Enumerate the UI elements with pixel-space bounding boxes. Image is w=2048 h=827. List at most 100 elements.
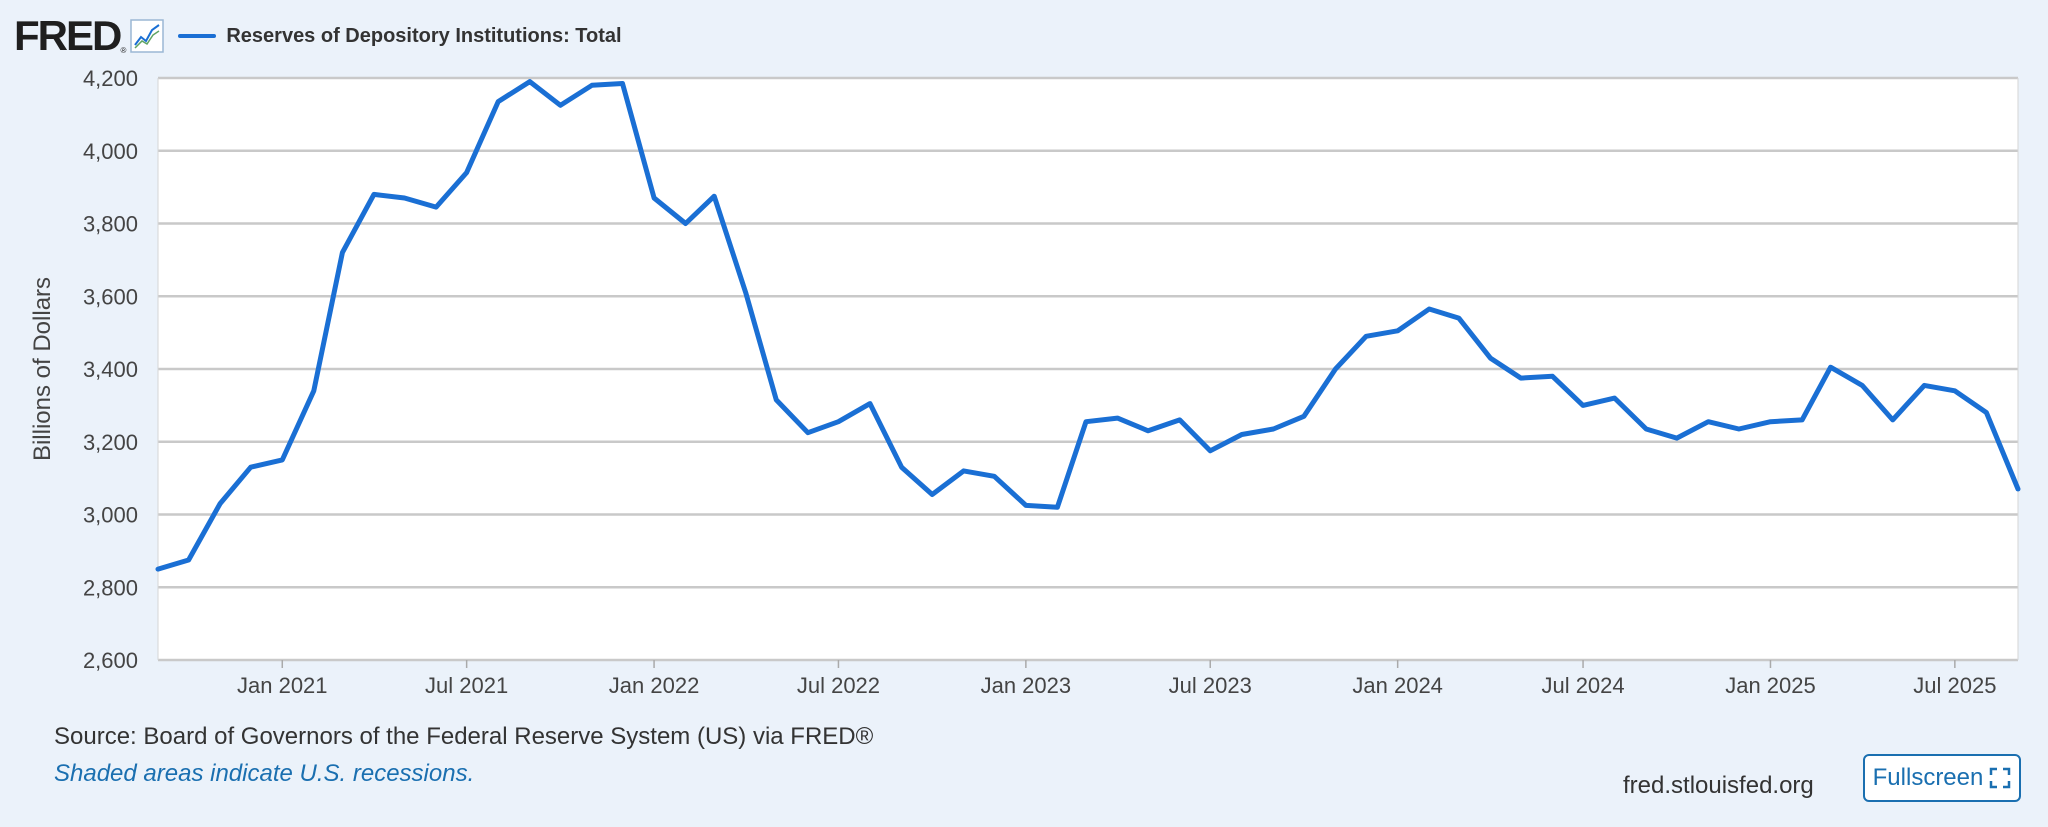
data-point[interactable] [1609,392,1621,404]
data-point[interactable] [1702,416,1714,428]
data-point[interactable] [896,461,908,473]
data-point[interactable] [554,99,566,111]
data-point[interactable] [399,192,411,204]
chart-header: FRED ® Reserves of Depository Institution… [14,14,622,58]
data-point[interactable] [1423,303,1435,315]
data-point[interactable] [183,554,195,566]
x-tick-label: Jul 2022 [797,673,880,698]
site-link[interactable]: fred.stlouisfed.org [1623,772,1814,799]
data-point[interactable] [802,427,814,439]
y-tick-label: 3,200 [83,430,138,455]
x-tick-label: Jul 2025 [1913,673,1996,698]
y-tick-label: 3,800 [83,212,138,237]
data-point[interactable] [1142,425,1154,437]
line-chart-icon[interactable] [130,19,165,53]
x-tick-label: Jan 2023 [981,673,1072,698]
data-point[interactable] [1764,416,1776,428]
data-point[interactable] [864,398,876,410]
fullscreen-label: Fullscreen [1872,764,1984,791]
data-point[interactable] [1298,410,1310,422]
data-point[interactable] [461,167,473,179]
data-point[interactable] [2012,483,2024,495]
fred-logo-reg: ® [120,46,127,55]
series-line[interactable] [155,79,2021,572]
data-point[interactable] [1112,412,1124,424]
data-point[interactable] [648,192,660,204]
recession-note[interactable]: Shaded areas indicate U.S. recessions. [54,760,475,787]
data-point[interactable] [1825,361,1837,373]
data-point[interactable] [1577,399,1589,411]
data-point[interactable] [152,563,164,575]
data-point[interactable] [1267,423,1279,435]
grid-lines [157,76,2019,662]
x-tick-label: Jan 2022 [609,673,700,698]
data-point[interactable] [430,201,442,213]
data-point[interactable] [1796,414,1808,426]
data-point[interactable] [336,247,348,259]
data-point[interactable] [1453,312,1465,324]
data-point[interactable] [1051,501,1063,513]
y-tick-label: 3,400 [83,357,138,382]
data-point[interactable] [1887,414,1899,426]
expand-icon [1990,767,2011,789]
data-point[interactable] [1949,385,1961,397]
data-point[interactable] [1330,363,1342,375]
data-point[interactable] [958,465,970,477]
data-point[interactable] [586,79,598,91]
data-point[interactable] [988,470,1000,482]
y-tick-label: 2,600 [83,648,138,673]
legend-label: Reserves of Depository Institutions: Tot… [226,24,622,47]
data-point[interactable] [616,77,628,89]
x-tick-label: Jul 2023 [1169,673,1252,698]
x-tick-label: Jan 2021 [237,673,328,698]
y-axis-label: Billions of Dollars [29,277,56,461]
source-note: Source: Board of Governors of the Federa… [54,723,874,750]
data-point[interactable] [832,416,844,428]
data-point[interactable] [708,190,720,202]
x-tick-label: Jan 2025 [1725,673,1816,698]
legend-swatch [178,34,217,38]
data-point[interactable] [214,498,226,510]
data-point[interactable] [1546,370,1558,382]
data-point[interactable] [1640,423,1652,435]
fred-logo-text: FRED [14,12,122,59]
y-tick-label: 3,600 [83,284,138,309]
data-point[interactable] [740,287,752,299]
data-point[interactable] [770,394,782,406]
data-point[interactable] [368,188,380,200]
data-point[interactable] [1733,423,1745,435]
data-point[interactable] [1856,379,1868,391]
data-point[interactable] [1392,325,1404,337]
x-axis-ticks: Jan 2021 Jul 2021 Jan 2022 Jul 2022 Jan 2023… [237,660,1996,698]
data-point[interactable] [1020,499,1032,511]
y-tick-label: 2,800 [83,575,138,600]
y-tick-label: 3,000 [83,503,138,528]
data-point[interactable] [276,454,288,466]
data-point[interactable] [1174,414,1186,426]
data-point[interactable] [524,76,536,88]
data-point[interactable] [492,96,504,108]
fred-logo[interactable]: FRED ® [14,12,126,59]
data-point[interactable] [1484,352,1496,364]
data-point[interactable] [680,218,692,230]
series-group [152,76,2024,575]
data-point[interactable] [308,385,320,397]
x-tick-label: Jan 2024 [1352,673,1443,698]
line-chart: 2,600 2,800 3,000 3,200 3,400 3,600 3,800 4,000… [29,66,2024,698]
fullscreen-button[interactable]: Fullscreen [1863,754,2021,802]
data-point[interactable] [926,488,938,500]
data-point[interactable] [1918,379,1930,391]
data-point[interactable] [1671,432,1683,444]
y-axis-ticks: 2,600 2,800 3,000 3,200 3,400 3,600 3,800 4,000… [83,66,138,673]
x-tick-label: Jul 2024 [1541,673,1624,698]
data-point[interactable] [1080,416,1092,428]
x-tick-label: Jul 2021 [425,673,508,698]
y-tick-label: 4,200 [83,66,138,91]
data-point[interactable] [1360,330,1372,342]
data-point[interactable] [1515,372,1527,384]
data-point[interactable] [1204,445,1216,457]
data-point[interactable] [1236,428,1248,440]
data-point[interactable] [245,461,257,473]
data-point[interactable] [1980,407,1992,419]
